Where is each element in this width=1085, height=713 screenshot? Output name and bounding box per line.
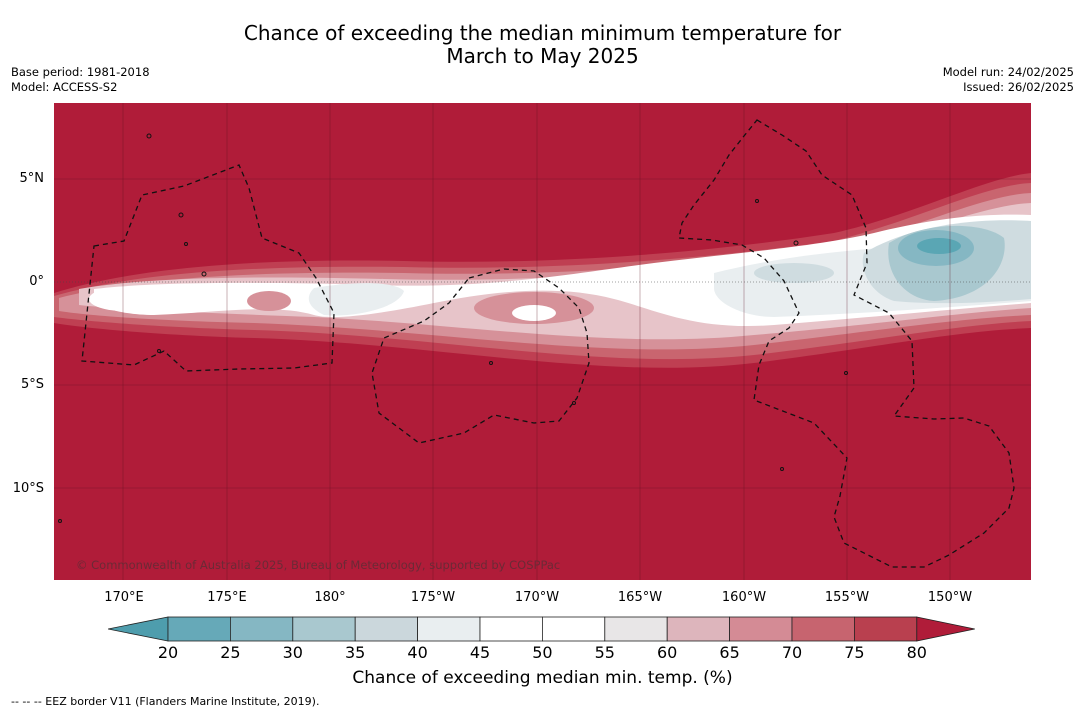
warm-spot-c [512,305,556,321]
band-20 [917,238,961,254]
model-run: Model run: 24/02/2025 [942,65,1074,79]
lon-label-175w: 175°W [410,590,456,605]
colorbar-tick-label: 25 [220,643,241,662]
lon-label-160w: 160°W [721,590,767,605]
colorbar-tick-label: 30 [282,643,303,662]
colorbar [107,616,980,648]
colorbar-segment [417,616,481,642]
colorbar-tick-label: 20 [157,643,179,662]
colorbar-segment [292,616,356,642]
colorbar-segment [854,616,918,642]
lat-label-5n: 5°N [19,171,45,186]
islands [58,133,848,523]
colorbar-segment [230,616,294,642]
colorbar-segment [729,616,793,642]
colorbar-tick-label: 55 [594,643,615,662]
colorbar-tick-label: 60 [657,643,678,662]
colorbar-tick-label: 50 [532,643,553,662]
colorbar-tick-label: 35 [345,643,366,662]
lon-label-155w: 155°W [824,590,870,605]
colorbar-segment [791,616,855,642]
colorbar-segment [666,616,731,642]
west-white-core [89,287,159,311]
map-title-line1: Chance of exceeding the median minimum t… [243,21,842,45]
colorbar-segment [541,616,606,642]
copyright-text: © Commonwealth of Australia 2025, Bureau… [76,558,561,572]
colorbar-tick-label: 70 [781,643,803,662]
lon-label-170e: 170°E [104,590,144,605]
eez-legend: -- -- -- EEZ border V11 (Flanders Marine… [11,695,320,708]
graticule [54,103,1031,580]
meta-right: Model run: 24/02/2025 Issued: 26/02/2025 [943,65,1074,95]
colorbar-over-arrow [916,616,975,642]
colorbar-tick-label: 75 [844,643,865,662]
lon-label-175e: 175°E [207,590,247,605]
meta-left: Base period: 1981-2018 Model: ACCESS-S2 [11,65,150,95]
colorbar-under-arrow [107,616,169,642]
map-canvas [54,103,1031,580]
warm-spot-a [247,291,291,311]
lon-label-150w: 150°W [927,590,973,605]
lat-label-10s: 10°S [12,481,44,496]
colorbar-tick-label: 40 [407,643,428,662]
lat-label-5s: 5°S [20,377,44,392]
band-40 [308,283,404,316]
base-period: Base period: 1981-2018 [11,65,150,79]
band-35-west [754,263,834,283]
colorbar-svg [107,616,975,642]
eez-borders [81,119,1015,568]
colorbar-title: Chance of exceeding median min. temp. (%… [352,668,733,688]
lon-label-180: 180° [314,590,346,605]
colorbar-tick-label: 65 [719,643,740,662]
colorbar-tick-label: 45 [469,643,491,662]
map-title-line2: March to May 2025 [446,44,639,68]
colorbar-segment [604,616,668,642]
lon-label-170w: 170°W [514,590,560,605]
colorbar-tick-label: 80 [906,643,927,662]
forecast-map: © Commonwealth of Australia 2025, Bureau… [54,103,1031,580]
lon-label-165w: 165°W [617,590,663,605]
lat-label-0: 0° [29,274,44,289]
issued-date: Issued: 26/02/2025 [963,80,1074,94]
colorbar-segment [479,616,543,642]
map-title: Chance of exceeding the median minimum t… [0,22,1085,68]
model-name: Model: ACCESS-S2 [11,80,118,94]
colorbar-segment [167,616,231,642]
colorbar-segment [354,616,418,642]
